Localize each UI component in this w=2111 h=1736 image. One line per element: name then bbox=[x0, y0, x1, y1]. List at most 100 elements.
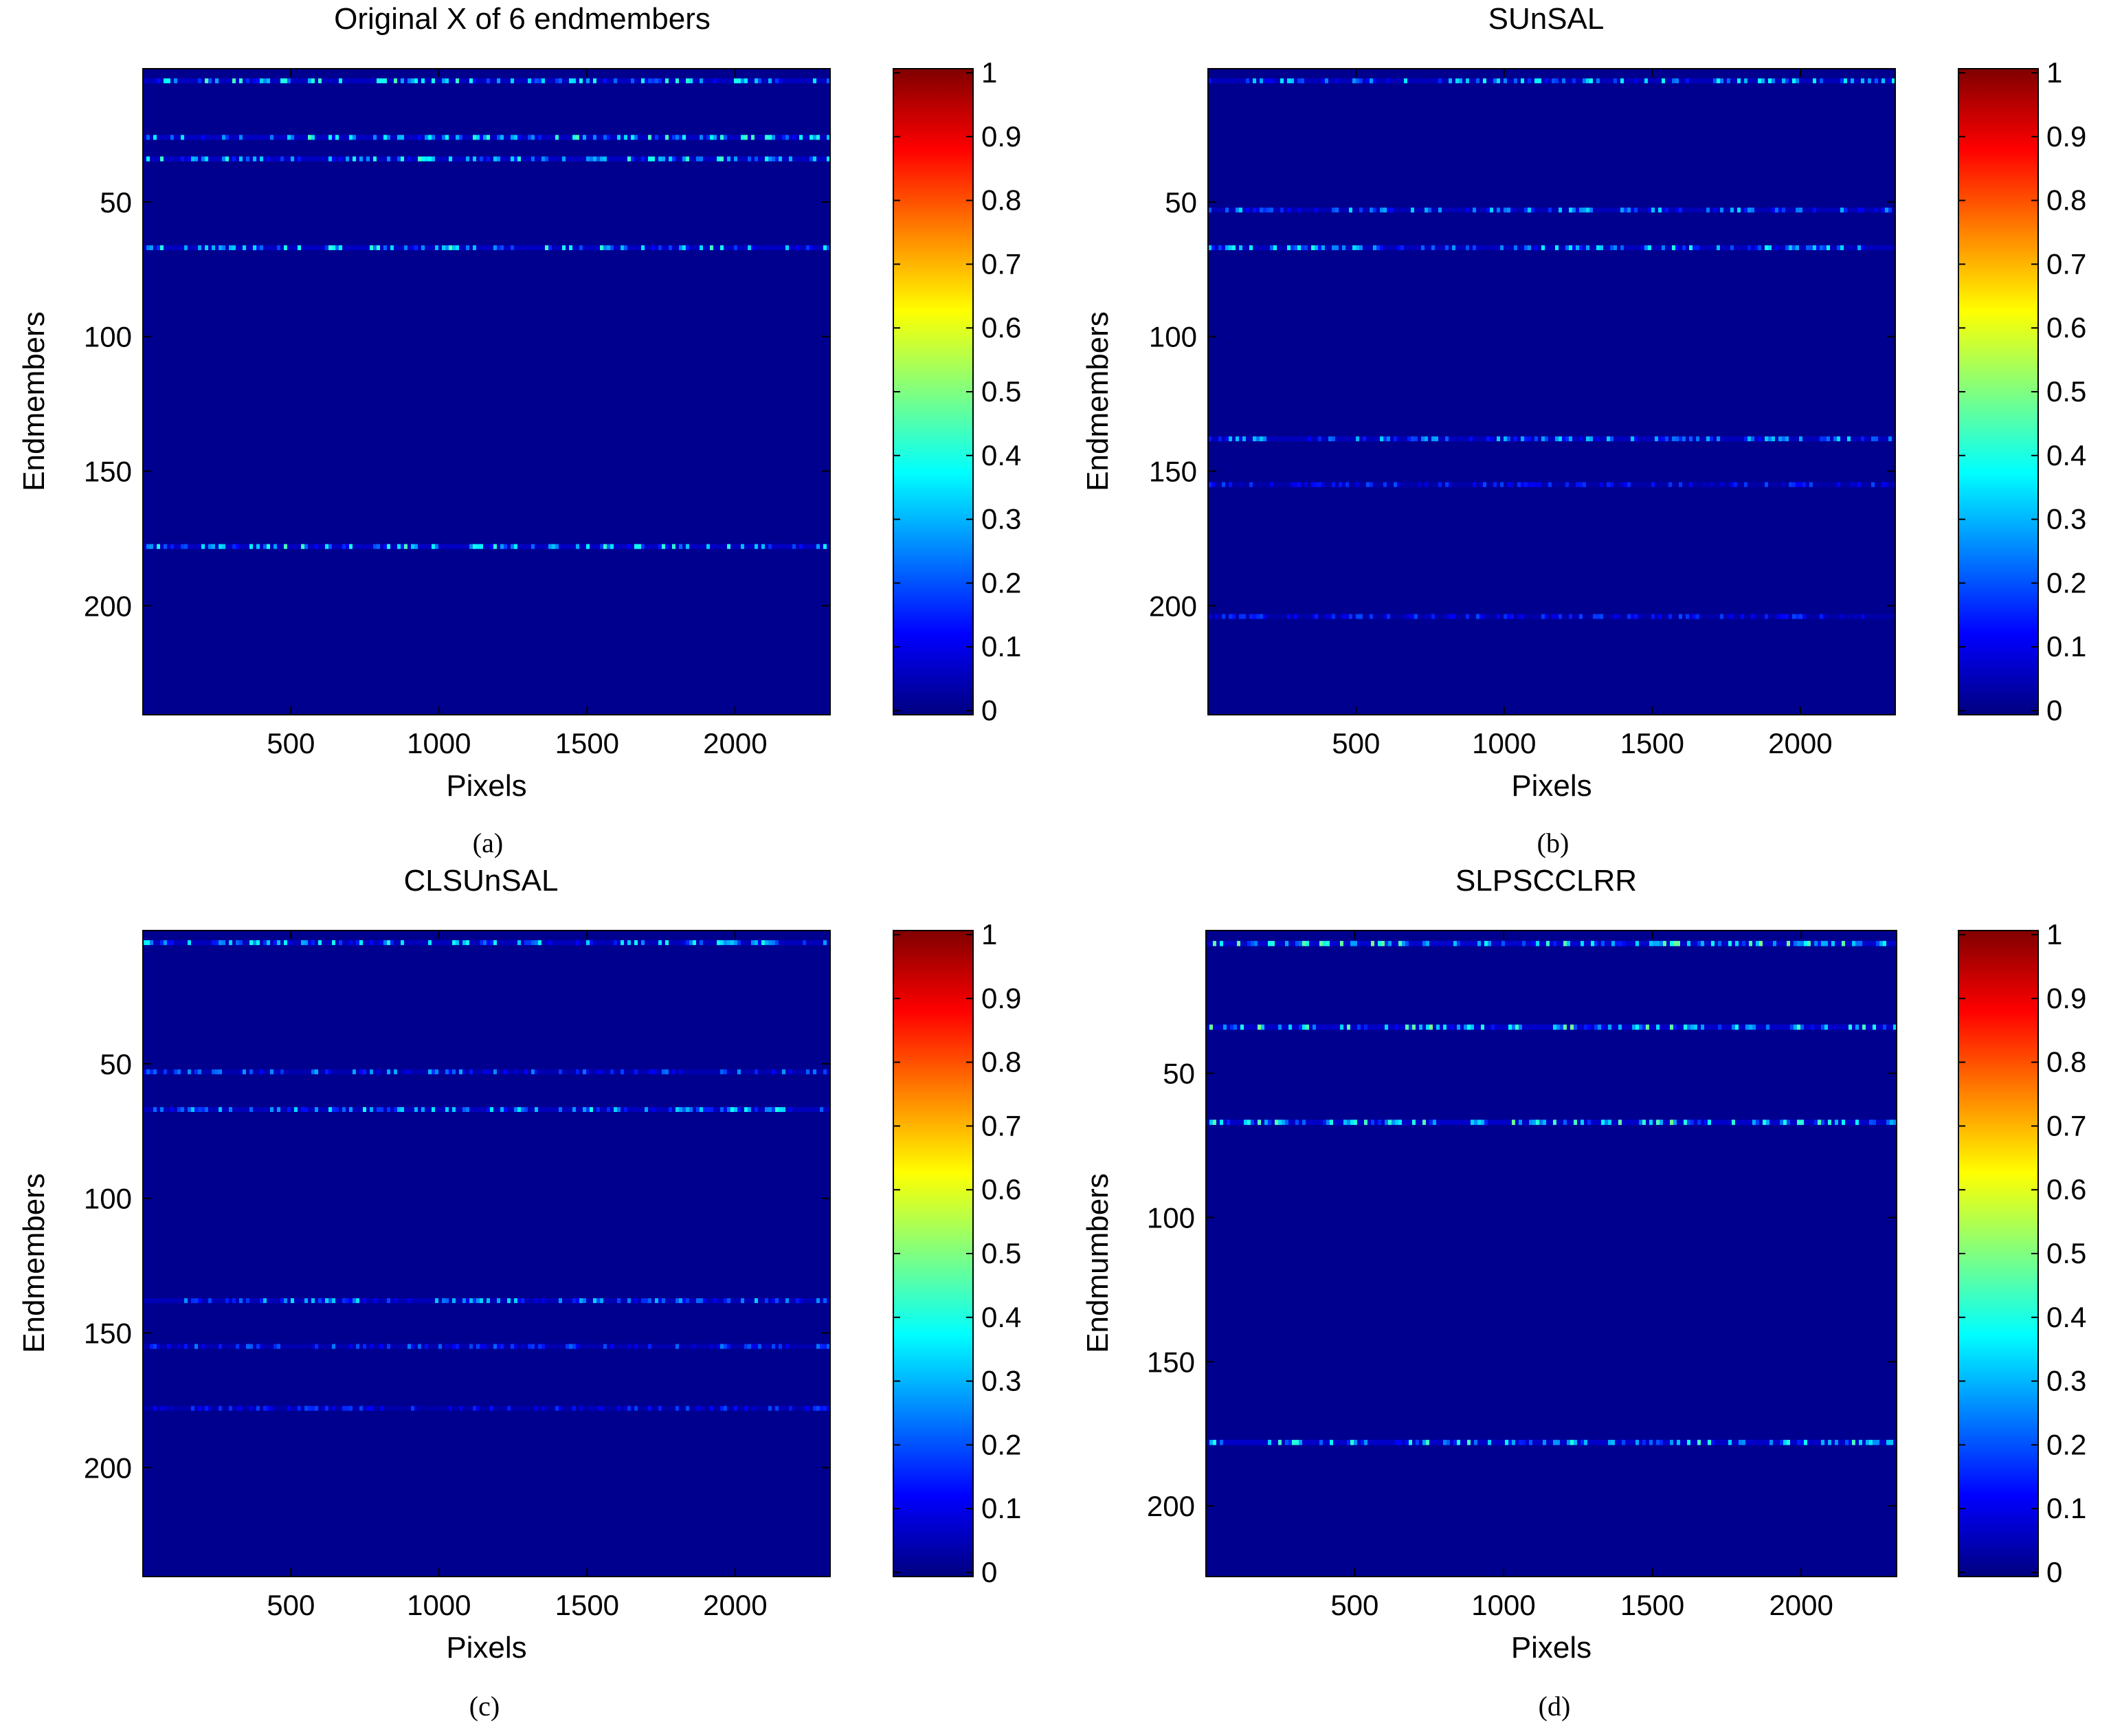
heatmap-cell bbox=[1842, 941, 1845, 946]
colorbar-tick-label: 1 bbox=[981, 918, 997, 950]
heatmap-cell bbox=[1521, 78, 1524, 84]
heatmap-cell bbox=[1528, 208, 1531, 213]
heatmap-cell bbox=[1871, 482, 1875, 487]
heatmap-cell bbox=[150, 245, 153, 250]
heatmap-cell bbox=[373, 544, 377, 549]
heatmap-cell bbox=[1249, 245, 1253, 250]
heatmap-cell bbox=[1359, 78, 1363, 84]
heatmap-cell bbox=[538, 135, 541, 140]
heatmap-cell bbox=[1656, 941, 1660, 946]
heatmap-cell bbox=[335, 135, 339, 140]
heatmap-cell bbox=[1831, 941, 1835, 946]
heatmap-cell bbox=[1759, 941, 1763, 946]
heatmap-cell bbox=[212, 544, 215, 549]
heatmap-cell bbox=[280, 78, 284, 84]
heatmap-cell bbox=[679, 245, 682, 250]
heatmap-cell bbox=[1885, 482, 1888, 487]
heatmap-cell bbox=[291, 1298, 294, 1304]
heatmap-cell bbox=[198, 78, 201, 84]
heatmap-cell bbox=[487, 1069, 490, 1075]
heatmap-cell bbox=[167, 1344, 170, 1349]
heatmap-cell bbox=[572, 1106, 576, 1112]
heatmap-cell bbox=[201, 1405, 205, 1411]
heatmap-cell bbox=[531, 1344, 535, 1349]
heatmap-cell bbox=[1335, 245, 1339, 250]
heatmap-cell bbox=[1618, 941, 1622, 946]
heatmap-cell bbox=[390, 245, 394, 250]
heatmap-cell bbox=[1288, 1440, 1292, 1445]
heatmap-cell bbox=[1438, 482, 1442, 487]
heatmap-cell bbox=[1311, 614, 1315, 619]
heatmap-cell bbox=[205, 78, 208, 84]
heatmap-cell bbox=[170, 940, 174, 946]
heatmap-cell bbox=[1504, 436, 1507, 442]
heatmap-cell bbox=[428, 940, 432, 946]
heatmap-cell bbox=[1507, 614, 1510, 619]
heatmap-cell bbox=[720, 245, 724, 250]
heatmap-cell bbox=[1756, 1120, 1759, 1125]
heatmap-cell bbox=[1875, 78, 1878, 84]
heatmap-cell bbox=[1881, 482, 1885, 487]
colorbar-gradient bbox=[893, 69, 973, 715]
heatmap-cell bbox=[1730, 245, 1734, 250]
heatmap-cell bbox=[1800, 1440, 1804, 1445]
heatmap-cell bbox=[1332, 614, 1335, 619]
heatmap-cell bbox=[1213, 1120, 1216, 1125]
heatmap-cell bbox=[201, 1344, 205, 1349]
heatmap-cell bbox=[658, 1405, 662, 1411]
heatmap-cell bbox=[1584, 1440, 1587, 1445]
heatmap-cell bbox=[1570, 1440, 1574, 1445]
heatmap-cell bbox=[181, 156, 184, 162]
heatmap-cell bbox=[191, 156, 194, 162]
heatmap-cell bbox=[1820, 614, 1823, 619]
heatmap-cell bbox=[1270, 482, 1273, 487]
heatmap-cell bbox=[188, 1069, 191, 1075]
heatmap-cell bbox=[298, 1405, 301, 1411]
heatmap-cell bbox=[1452, 614, 1455, 619]
colorbar-tick-label: 0.3 bbox=[2046, 503, 2086, 535]
heatmap-cell bbox=[284, 78, 287, 84]
heatmap-cell bbox=[445, 135, 449, 140]
heatmap-cell bbox=[421, 156, 425, 162]
heatmap-cell bbox=[1565, 482, 1569, 487]
heatmap-cell bbox=[583, 1069, 586, 1075]
heatmap-cell bbox=[304, 940, 308, 946]
heatmap-cell bbox=[253, 940, 256, 946]
heatmap-cell bbox=[328, 1298, 332, 1304]
heatmap-cell bbox=[710, 1106, 713, 1112]
colorbar-tick-label: 0.7 bbox=[2046, 1109, 2086, 1142]
heatmap-cell bbox=[576, 1298, 579, 1304]
heatmap-cell bbox=[219, 1405, 222, 1411]
heatmap-cell bbox=[765, 1106, 768, 1112]
heatmap-cell bbox=[648, 156, 651, 162]
heatmap-row-178 bbox=[143, 544, 830, 549]
heatmap-row-155 bbox=[143, 1344, 830, 1349]
heatmap-cell bbox=[816, 1344, 820, 1349]
heatmap-background bbox=[1206, 931, 1897, 1577]
heatmap-cell bbox=[572, 1405, 576, 1411]
heatmap-cell bbox=[521, 1298, 524, 1304]
heatmap-cell bbox=[1453, 941, 1457, 946]
heatmap-cell bbox=[432, 544, 435, 549]
heatmap-cell bbox=[304, 1106, 308, 1112]
heatmap-cell bbox=[1627, 482, 1631, 487]
heatmap-cell bbox=[1395, 1120, 1398, 1125]
heatmap-cell bbox=[466, 940, 469, 946]
heatmap-cell bbox=[1682, 436, 1686, 442]
heatmap-row-5 bbox=[143, 940, 830, 946]
heatmap-cell bbox=[1861, 614, 1864, 619]
x-tick-label: 1500 bbox=[555, 727, 619, 759]
heatmap-cell bbox=[648, 1298, 651, 1304]
heatmap-cell bbox=[514, 1106, 517, 1112]
heatmap-cell bbox=[803, 940, 806, 946]
heatmap-cell bbox=[219, 544, 222, 549]
heatmap-cell bbox=[1785, 78, 1789, 84]
heatmap-cell bbox=[160, 245, 164, 250]
heatmap-cell bbox=[1263, 436, 1266, 442]
heatmap-cell bbox=[1306, 1024, 1309, 1030]
heatmap-cell bbox=[1655, 436, 1658, 442]
heatmap-cell bbox=[260, 1298, 263, 1304]
x-tick-label: 1000 bbox=[1472, 727, 1536, 759]
heatmap-cell bbox=[487, 78, 490, 84]
heatmap-cell bbox=[366, 1405, 370, 1411]
